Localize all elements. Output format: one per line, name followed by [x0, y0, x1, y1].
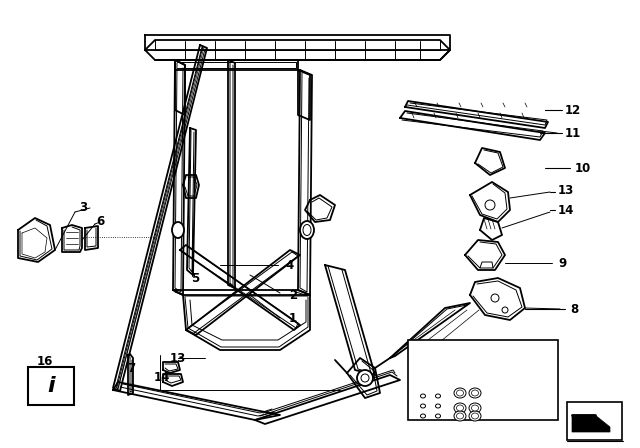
Text: 13: 13: [558, 184, 574, 197]
Ellipse shape: [172, 222, 184, 238]
Ellipse shape: [454, 388, 466, 398]
Ellipse shape: [456, 413, 463, 419]
Ellipse shape: [420, 404, 426, 408]
Ellipse shape: [300, 221, 314, 239]
Text: 3: 3: [79, 201, 87, 214]
Ellipse shape: [485, 200, 495, 210]
Text: 14: 14: [558, 203, 574, 216]
Text: 5: 5: [191, 271, 199, 284]
Ellipse shape: [472, 405, 479, 411]
Text: 2: 2: [289, 289, 297, 302]
Text: 13: 13: [170, 352, 186, 365]
Text: 11: 11: [565, 126, 581, 139]
Text: 4: 4: [286, 258, 294, 271]
Ellipse shape: [420, 394, 426, 398]
Polygon shape: [572, 415, 610, 432]
Text: 7: 7: [127, 362, 135, 375]
Ellipse shape: [491, 294, 499, 302]
Ellipse shape: [454, 411, 466, 421]
Bar: [408, 340, 558, 420]
Text: 1: 1: [289, 311, 297, 324]
Ellipse shape: [454, 403, 466, 413]
Ellipse shape: [469, 411, 481, 421]
Text: 12: 12: [565, 103, 581, 116]
Text: 8: 8: [570, 302, 579, 315]
Bar: [28, 367, 74, 405]
Text: 00152375: 00152375: [571, 431, 617, 440]
Ellipse shape: [303, 224, 311, 236]
Text: 9: 9: [558, 257, 566, 270]
Bar: [567, 402, 622, 440]
Ellipse shape: [357, 370, 373, 386]
Ellipse shape: [502, 307, 508, 313]
Text: 14: 14: [154, 370, 170, 383]
Text: 15: 15: [440, 371, 456, 384]
Ellipse shape: [361, 374, 369, 382]
Ellipse shape: [435, 394, 440, 398]
Ellipse shape: [435, 404, 440, 408]
Text: 10: 10: [575, 161, 591, 175]
Text: 16: 16: [37, 354, 53, 367]
Ellipse shape: [435, 414, 440, 418]
Ellipse shape: [456, 390, 463, 396]
Ellipse shape: [469, 403, 481, 413]
Ellipse shape: [472, 390, 479, 396]
Text: i: i: [47, 376, 55, 396]
Ellipse shape: [456, 405, 463, 411]
Text: 6: 6: [96, 215, 104, 228]
Ellipse shape: [472, 413, 479, 419]
Ellipse shape: [469, 388, 481, 398]
Ellipse shape: [420, 414, 426, 418]
